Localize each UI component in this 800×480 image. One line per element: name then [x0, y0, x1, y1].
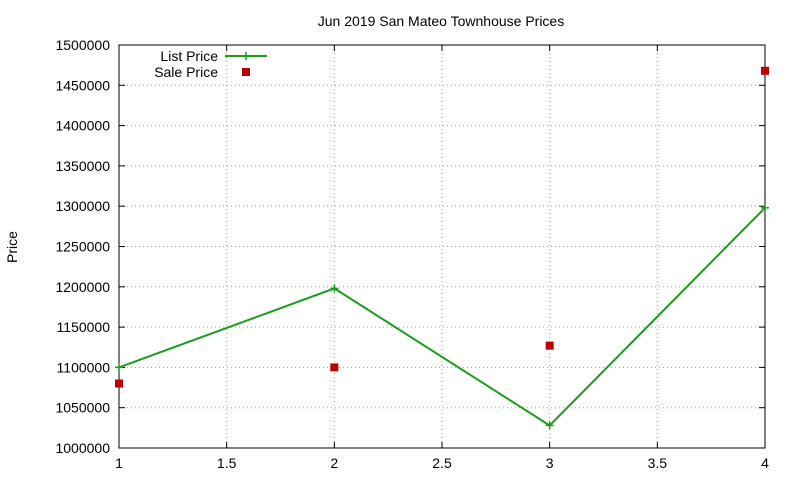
plot-frame	[118, 44, 766, 449]
y-tick-label: 1500000	[55, 37, 110, 53]
x-tick-label: 2	[330, 455, 338, 471]
grid	[119, 45, 765, 448]
x-tick-label: 2.5	[432, 455, 452, 471]
list-price-point	[761, 203, 769, 212]
axes: 1000000 1050000 1100000 1150000 1200000 12500…	[55, 37, 769, 471]
legend-swatch-sale-price	[242, 68, 250, 76]
x-tick-label: 1.5	[217, 455, 237, 471]
legend-label-list-price: List Price	[160, 48, 218, 64]
list-price-point	[115, 363, 123, 372]
y-tick-label: 1000000	[55, 440, 110, 456]
sale-price-point	[545, 341, 554, 350]
list-price-point	[330, 284, 339, 293]
x-tick-label: 1	[115, 455, 123, 471]
sale-price-point	[761, 66, 769, 75]
x-tick-label: 4	[761, 455, 769, 471]
legend-label-sale-price: Sale Price	[154, 64, 218, 80]
sale-price-point	[330, 363, 339, 372]
y-tick-label: 1400000	[55, 118, 110, 134]
list-price-line	[118, 207, 766, 427]
y-tick-label: 1150000	[57, 319, 111, 335]
y-tick-label: 1450000	[55, 77, 110, 93]
list-price-point	[545, 421, 554, 430]
y-tick-label: 1050000	[55, 400, 110, 416]
y-tick-label: 1200000	[55, 279, 110, 295]
x-tick-label: 3.5	[648, 455, 668, 471]
chart-title: Jun 2019 San Mateo Townhouse Prices	[318, 13, 564, 29]
legend-swatch-list-price	[242, 52, 250, 60]
sale-price-point	[115, 379, 123, 388]
y-tick-label: 1300000	[55, 198, 110, 214]
y-tick-label: 1250000	[55, 239, 110, 255]
y-tick-label: 1350000	[55, 158, 110, 174]
y-axis-label: Price	[4, 231, 20, 263]
y-tick-label: 1100000	[57, 359, 111, 375]
x-tick-label: 3	[546, 455, 554, 471]
series	[115, 66, 769, 430]
